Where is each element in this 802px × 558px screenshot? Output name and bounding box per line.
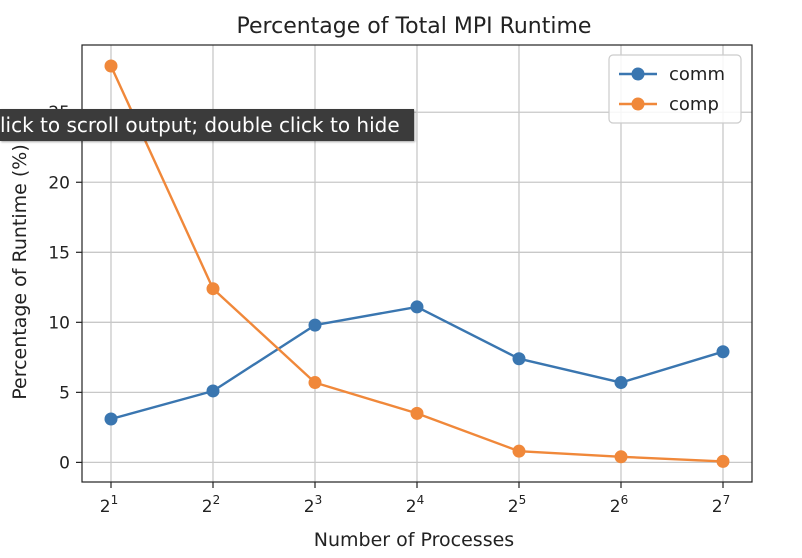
legend-marker-comm [631, 67, 645, 81]
x-axis-label: Number of Processes [314, 529, 514, 551]
y-tick-label: 0 [59, 453, 70, 473]
y-tick-label: 5 [59, 383, 70, 403]
x-tick-label: 26 [610, 493, 628, 517]
x-tick-label: 21 [100, 493, 118, 517]
x-tick-label: 24 [406, 493, 424, 517]
output-tooltip[interactable]: Click to scroll output; double click to … [0, 109, 414, 141]
x-axis: 21 22 23 24 25 26 27 [100, 482, 730, 517]
y-tick-label: 20 [48, 173, 70, 193]
data-point-comm [614, 376, 628, 390]
data-point-comp [206, 282, 220, 296]
chart-title: Percentage of Total MPI Runtime [237, 14, 592, 39]
data-point-comm [410, 300, 424, 314]
x-tick-label: 27 [712, 493, 730, 517]
data-point-comp [512, 444, 526, 458]
series-points [104, 59, 730, 468]
y-tick-label: 15 [48, 243, 70, 263]
y-tick-label: 10 [48, 313, 70, 333]
legend-marker-comp [631, 97, 645, 111]
legend-label-comm: comm [669, 64, 725, 85]
data-point-comp [104, 59, 118, 73]
x-tick-label: 22 [202, 493, 220, 517]
tooltip-text: Click to scroll output; double click to … [0, 113, 400, 137]
y-axis-label: Percentage of Runtime (%) [9, 144, 31, 400]
x-tick-label: 23 [304, 493, 322, 517]
legend: comm comp [608, 54, 742, 124]
data-point-comm [716, 345, 730, 359]
x-tick-label: 25 [508, 493, 526, 517]
data-point-comp [308, 376, 322, 390]
legend-label-comp: comp [669, 94, 719, 115]
data-point-comp [410, 406, 424, 420]
data-point-comp [716, 454, 730, 468]
data-point-comm [104, 412, 118, 426]
data-point-comm [206, 384, 220, 398]
data-point-comm [308, 318, 322, 332]
y-axis: 0510152025 [48, 103, 82, 473]
data-point-comp [614, 450, 628, 464]
data-point-comm [512, 352, 526, 366]
